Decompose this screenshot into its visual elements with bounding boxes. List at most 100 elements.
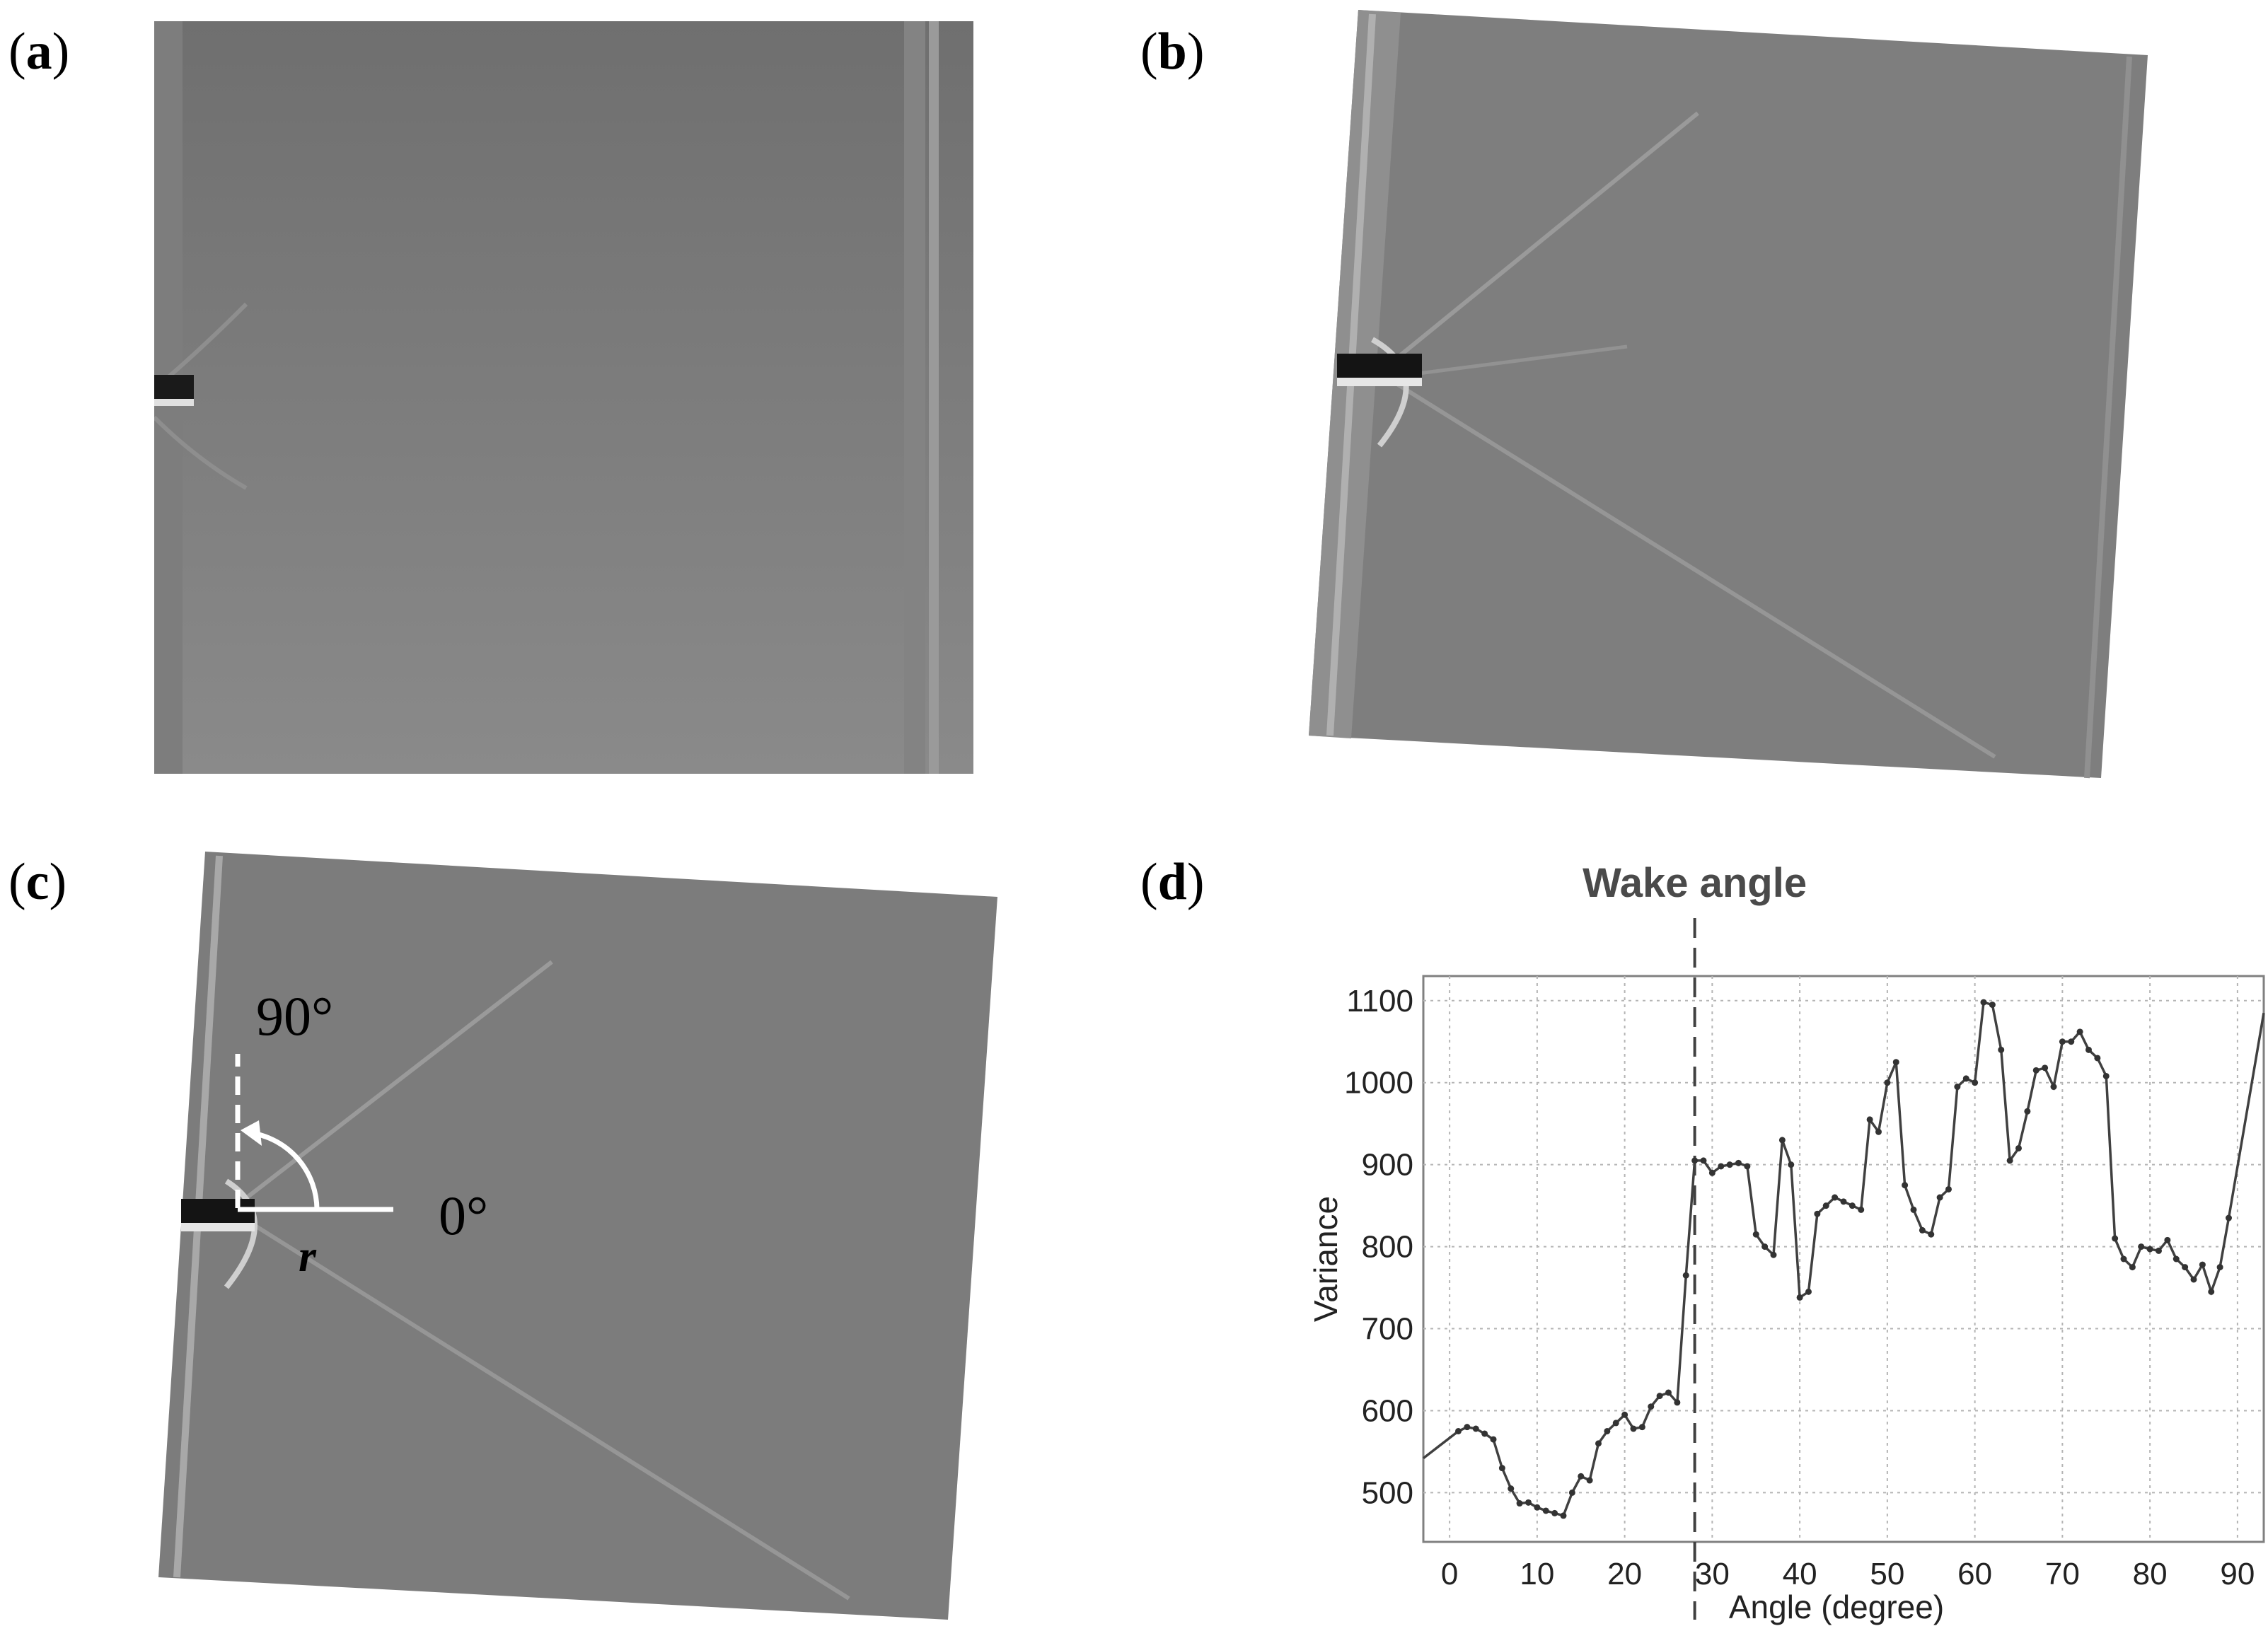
plot-frame	[1422, 975, 2265, 1543]
data-point	[2164, 1236, 2171, 1243]
data-point	[2032, 1067, 2040, 1074]
data-point	[1822, 1202, 1829, 1209]
data-point	[1814, 1210, 1821, 1217]
data-point	[2226, 1214, 2232, 1221]
data-point	[1858, 1206, 1865, 1213]
y-tick-label: 900	[1362, 1148, 1413, 1183]
data-point	[1630, 1425, 1637, 1432]
data-point	[2129, 1264, 2136, 1271]
data-point	[2076, 1028, 2083, 1035]
radius-label: r	[299, 1231, 316, 1281]
data-point	[1936, 1194, 1943, 1201]
panel-label-d: (d)	[1140, 853, 1205, 911]
data-point	[1665, 1389, 1672, 1396]
data-point	[2094, 1055, 2101, 1062]
data-point	[1656, 1393, 1663, 1400]
variance-series-line	[1422, 1000, 2265, 1518]
x-tick-label: 80	[2133, 1557, 2168, 1591]
data-point	[1884, 1079, 1891, 1086]
data-point	[2042, 1064, 2049, 1072]
data-point	[1682, 1272, 1689, 1279]
x-tick-label: 40	[1783, 1557, 1817, 1591]
data-point	[1892, 1059, 1899, 1066]
data-point	[1525, 1499, 1532, 1506]
data-point	[1805, 1288, 1812, 1295]
schlieren-image-a	[154, 21, 973, 774]
data-point	[1910, 1206, 1917, 1213]
data-point	[1744, 1163, 1751, 1170]
data-point	[1490, 1436, 1497, 1443]
data-point	[2024, 1108, 2031, 1115]
data-point	[1919, 1226, 1926, 1234]
data-point	[1718, 1163, 1725, 1170]
data-point	[1578, 1473, 1585, 1480]
data-point	[1551, 1509, 1558, 1516]
data-point	[1998, 1046, 2005, 1053]
x-tick-label: 60	[1957, 1557, 1992, 1591]
x-tick-label: 30	[1695, 1557, 1730, 1591]
data-point	[1700, 1157, 1707, 1164]
data-point	[1735, 1159, 1742, 1166]
data-point	[1954, 1084, 1961, 1091]
data-point	[2068, 1038, 2075, 1045]
data-point	[2172, 1255, 2180, 1263]
data-point	[2190, 1276, 2197, 1283]
y-axis-label: Variance	[1307, 1196, 1344, 1322]
panel-label-a: (a)	[8, 23, 70, 81]
data-point	[2216, 1264, 2223, 1271]
y-tick-label: 800	[1362, 1230, 1413, 1265]
data-point	[2050, 1084, 2057, 1091]
y-tick-label: 600	[1362, 1393, 1413, 1428]
data-point	[2015, 1144, 2022, 1151]
data-point	[2102, 1072, 2110, 1079]
data-point	[2146, 1246, 2153, 1253]
data-point	[1464, 1424, 1471, 1431]
data-point	[1498, 1465, 1505, 1472]
data-point	[2208, 1288, 2215, 1295]
data-point	[1568, 1489, 1575, 1496]
data-point	[1595, 1440, 1602, 1447]
data-point	[1560, 1512, 1567, 1519]
data-point	[1621, 1411, 1628, 1418]
x-tick-label: 70	[2045, 1557, 2080, 1591]
data-point	[1542, 1507, 1549, 1514]
angle-0-label: 0°	[439, 1185, 489, 1246]
data-point	[2006, 1157, 2013, 1164]
data-point	[1778, 1137, 1786, 1144]
x-tick-label: 0	[1441, 1557, 1458, 1591]
data-point	[1455, 1427, 1462, 1434]
data-point	[1508, 1485, 1515, 1492]
wake-angle-label: Wake angle	[1583, 860, 1807, 906]
data-point	[1752, 1231, 1759, 1238]
y-tick-label: 1100	[1346, 984, 1413, 1018]
schlieren-image-c	[156, 849, 1005, 1627]
x-tick-label: 50	[1870, 1557, 1904, 1591]
data-point	[1962, 1075, 1969, 1082]
data-point	[1691, 1157, 1699, 1164]
data-point	[1848, 1202, 1856, 1209]
data-point	[1481, 1430, 1488, 1437]
data-point	[1832, 1194, 1839, 1201]
data-point	[1875, 1128, 1882, 1135]
y-tick-label: 700	[1362, 1312, 1413, 1347]
data-point	[2120, 1255, 2127, 1263]
data-point	[1612, 1420, 1619, 1427]
x-tick-label: 20	[1607, 1557, 1642, 1591]
y-tick-label: 1000	[1344, 1066, 1413, 1101]
data-point	[1796, 1294, 1803, 1301]
data-point	[1708, 1169, 1716, 1176]
data-point	[1928, 1231, 1935, 1238]
data-point	[1586, 1477, 1593, 1484]
x-tick-label: 90	[2220, 1557, 2255, 1591]
data-point	[1972, 1079, 1979, 1086]
panel-label-b: (b)	[1140, 23, 1205, 81]
data-point	[1989, 1002, 1996, 1009]
schlieren-image-b	[1302, 7, 2151, 785]
data-point	[2156, 1247, 2162, 1254]
data-point	[2085, 1046, 2092, 1053]
data-point	[1726, 1161, 1733, 1168]
x-tick-label: 10	[1520, 1557, 1554, 1591]
y-tick-label: 500	[1362, 1475, 1413, 1510]
data-point	[1472, 1425, 1479, 1432]
